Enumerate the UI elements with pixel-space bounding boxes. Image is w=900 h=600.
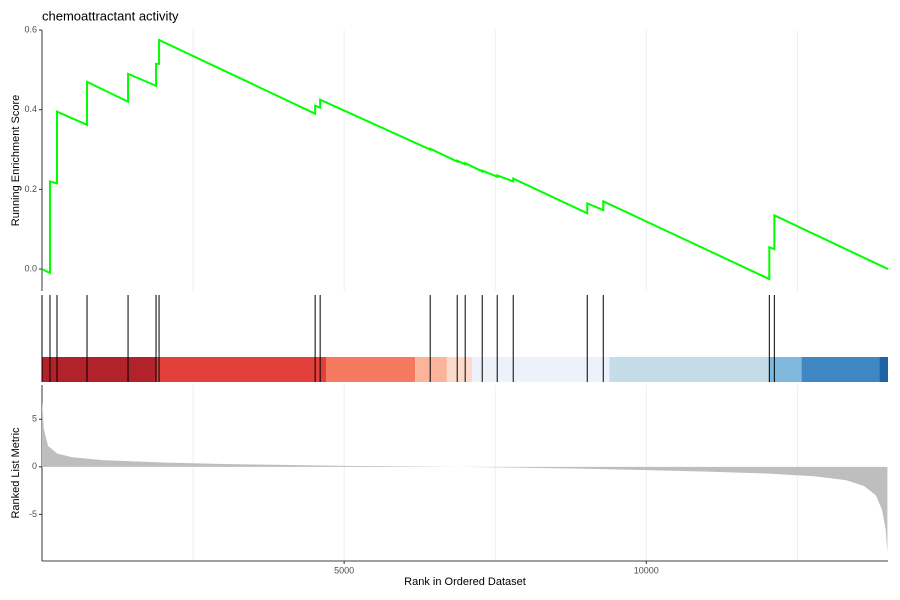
y-tick-label: 0.2 — [24, 184, 37, 194]
x-axis-label: Rank in Ordered Dataset — [404, 576, 526, 588]
color-band — [42, 357, 157, 382]
y-axis-label: Running Enrichment Score — [10, 95, 22, 226]
color-band — [609, 357, 770, 382]
y-tick-label: 0.6 — [24, 24, 37, 34]
y-tick-label: 0 — [32, 461, 37, 471]
score-line — [41, 38, 889, 281]
color-band — [415, 357, 447, 382]
color-band — [472, 357, 610, 382]
color-band — [879, 357, 888, 382]
x-tick-label: 10000 — [634, 565, 659, 575]
chart-title: chemoattractant activity — [42, 8, 179, 23]
y-tick-label: 0.4 — [24, 104, 37, 114]
y-tick-label: 5 — [32, 414, 37, 424]
color-band — [156, 357, 327, 382]
y-axis-label: Ranked List Metric — [10, 427, 22, 519]
color-band — [446, 357, 473, 382]
metric-area — [42, 400, 888, 553]
color-band — [326, 357, 416, 382]
x-tick-label: 5000 — [334, 565, 354, 575]
y-tick-label: -5 — [29, 509, 37, 519]
color-band — [801, 357, 880, 382]
y-tick-label: 0.0 — [24, 263, 37, 273]
